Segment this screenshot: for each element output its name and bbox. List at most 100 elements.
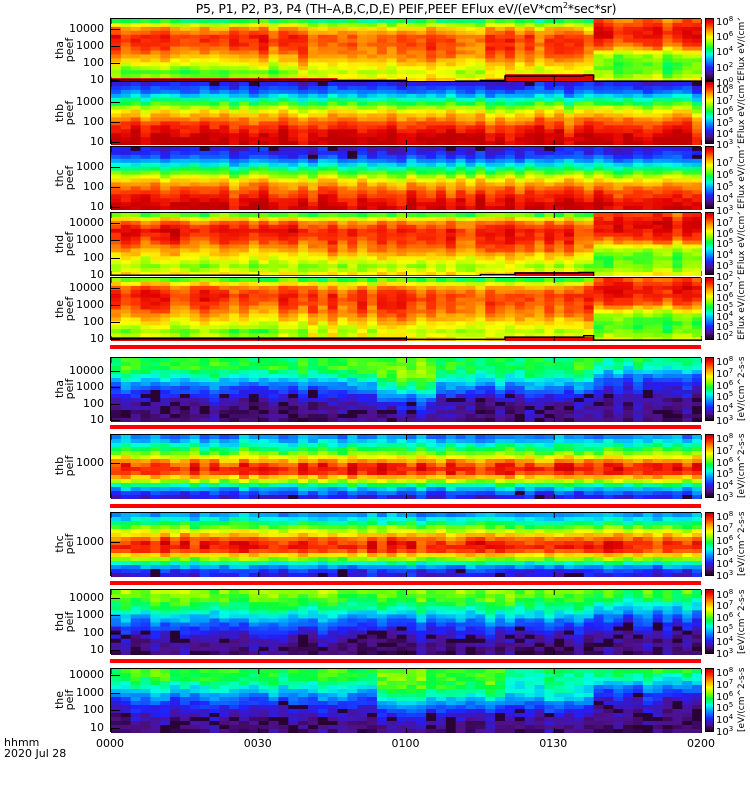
heatmap-cell xyxy=(445,182,457,187)
heatmap-cell xyxy=(278,174,289,180)
heatmap-cell xyxy=(327,93,339,99)
heatmap-cell xyxy=(337,213,348,218)
heatmap-cell xyxy=(505,313,516,318)
heatmap-cell xyxy=(603,105,614,111)
heatmap-cell xyxy=(258,206,270,210)
heatmap-cell xyxy=(426,278,437,283)
heatmap-cell xyxy=(603,305,614,311)
heatmap-cell xyxy=(564,66,575,71)
heatmap-cell xyxy=(317,182,329,187)
heatmap-cell xyxy=(455,333,467,338)
heatmap-cell xyxy=(603,19,614,24)
heatmap-cell xyxy=(642,256,654,261)
heatmap-cell xyxy=(229,141,240,145)
heatmap-cell xyxy=(465,74,477,79)
heatmap-cell xyxy=(367,202,378,207)
heatmap-cell xyxy=(662,166,674,172)
heatmap-cell xyxy=(367,260,378,265)
heatmap-cell xyxy=(357,89,368,95)
heatmap-cell xyxy=(672,46,683,52)
heatmap-cell xyxy=(672,317,683,322)
heatmap-cell xyxy=(603,125,614,130)
heatmap-cell xyxy=(603,224,614,230)
heatmap-cell xyxy=(179,141,191,145)
heatmap-cell xyxy=(623,62,634,67)
heatmap-cell xyxy=(642,78,654,82)
heatmap-cell xyxy=(150,236,161,242)
heatmap-cell xyxy=(150,105,161,111)
heatmap-cell xyxy=(554,137,565,142)
heatmap-cell xyxy=(111,374,122,379)
heatmap-cell xyxy=(623,174,634,180)
heatmap-cell xyxy=(416,62,427,67)
y-tick-mark xyxy=(110,240,120,242)
heatmap-cell xyxy=(317,305,329,311)
heatmap-cell xyxy=(642,301,654,307)
heatmap-cell xyxy=(445,281,457,287)
heatmap-cell xyxy=(544,321,555,326)
heatmap-cell xyxy=(524,117,536,122)
heatmap-cell xyxy=(298,150,309,156)
heatmap-cell xyxy=(495,190,506,195)
heatmap-cell xyxy=(298,82,309,87)
heatmap-cell xyxy=(239,244,250,250)
heatmap-cell xyxy=(239,46,250,52)
heatmap-cell xyxy=(455,133,467,138)
heatmap-cell xyxy=(682,252,693,257)
heatmap-cell xyxy=(623,236,634,242)
heatmap-cell xyxy=(514,240,526,246)
heatmap-cell xyxy=(426,170,437,176)
heatmap-cell xyxy=(298,329,309,334)
heatmap-cell xyxy=(593,38,605,44)
heatmap-cell xyxy=(455,289,467,295)
heatmap-cell xyxy=(258,154,270,160)
heatmap-cell xyxy=(564,19,575,24)
heatmap-cell xyxy=(248,317,260,322)
heatmap-cell xyxy=(327,158,339,164)
heatmap-cell xyxy=(337,19,348,24)
heatmap-cell xyxy=(298,74,309,79)
heatmap-cell xyxy=(554,305,565,311)
heatmap-cell xyxy=(475,158,486,164)
heatmap-cell xyxy=(239,240,250,246)
heatmap-cell xyxy=(573,26,585,32)
heatmap-cell xyxy=(495,170,506,176)
heatmap-cell xyxy=(534,137,545,142)
heatmap-cell xyxy=(189,256,201,261)
heatmap-cell xyxy=(593,162,605,168)
heatmap-cell xyxy=(603,113,614,119)
heatmap-cell xyxy=(199,34,211,40)
heatmap-cell xyxy=(603,228,614,234)
heatmap-cell xyxy=(298,236,309,242)
heatmap-cell xyxy=(524,220,536,226)
heatmap-cell xyxy=(672,74,683,79)
heatmap-cell xyxy=(554,34,565,40)
heatmap-cell xyxy=(278,301,289,307)
heatmap-cell xyxy=(613,325,624,330)
heatmap-cell xyxy=(564,109,575,115)
heatmap-cell xyxy=(416,42,427,48)
heatmap-cell xyxy=(278,89,289,95)
heatmap-cell xyxy=(514,220,526,226)
heatmap-cell xyxy=(564,216,575,222)
heatmap-cell xyxy=(554,178,565,184)
heatmap-cell xyxy=(189,105,201,111)
heatmap-cell xyxy=(219,278,230,283)
heatmap-cell xyxy=(120,256,132,261)
heatmap-cell xyxy=(406,109,417,115)
heatmap-cell xyxy=(120,309,132,315)
heatmap-cell xyxy=(376,158,388,164)
heatmap-cell xyxy=(347,194,358,199)
heatmap-cell xyxy=(642,147,654,152)
heatmap-cell xyxy=(554,321,565,326)
heatmap-cell xyxy=(662,54,674,59)
heatmap-cell xyxy=(170,22,181,28)
heatmap-cell xyxy=(170,66,181,71)
heatmap-cell xyxy=(219,89,230,95)
heatmap-cell xyxy=(396,150,408,156)
heatmap-cell xyxy=(465,89,477,95)
heatmap-cell xyxy=(613,305,624,311)
heatmap-cell xyxy=(583,58,595,63)
heatmap-cell xyxy=(209,198,220,203)
heatmap-cell xyxy=(327,297,339,303)
